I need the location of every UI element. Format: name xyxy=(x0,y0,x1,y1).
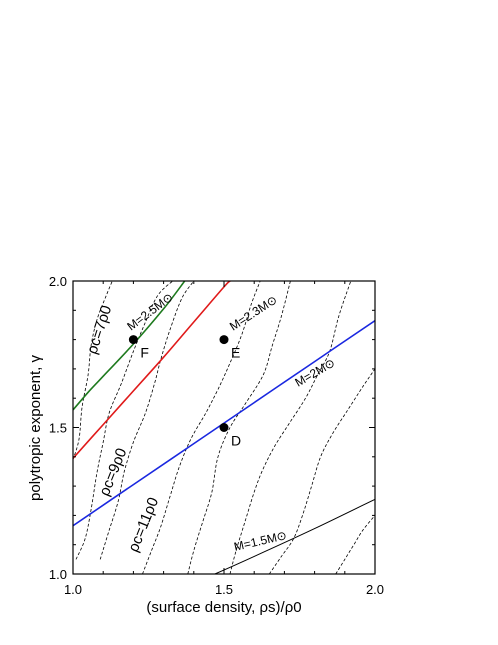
density-curve-6 xyxy=(268,368,375,574)
density-curve-2 xyxy=(99,281,195,560)
data-point-F xyxy=(128,335,138,345)
mass-curve-0 xyxy=(73,281,186,411)
x-axis-title: (surface density, ρs)/ρ0 xyxy=(146,599,301,616)
x-tick-label: 2.0 xyxy=(366,582,384,597)
x-tick-label: 1.0 xyxy=(64,582,82,597)
density-curve-4 xyxy=(187,281,291,574)
density-curve-1 xyxy=(75,281,173,560)
y-tick-label: 1.5 xyxy=(49,421,67,436)
point-label-F: F xyxy=(140,345,149,361)
point-label-E: E xyxy=(231,345,240,361)
axis-ticks: 1.0 1.5 2.0 1.0 1.5 2.0 xyxy=(49,274,384,597)
y-tick-label: 1.0 xyxy=(49,567,67,582)
y-tick-label: 2.0 xyxy=(49,274,67,289)
data-point-D xyxy=(219,423,229,432)
density-curves xyxy=(73,281,375,574)
data-point-E xyxy=(219,335,229,345)
density-curve-5 xyxy=(229,281,352,574)
point-label-D: D xyxy=(231,433,241,449)
density-curve-0 xyxy=(73,281,113,460)
data-points: F E D xyxy=(128,335,241,449)
y-axis-title: polytropic exponent, γ xyxy=(27,355,44,501)
density-curve-7 xyxy=(335,515,375,574)
curve-label-rho7: ρc=7ρ0 xyxy=(84,303,116,356)
mass-curve-3 xyxy=(214,498,375,574)
curve-label-rho11: ρc=11ρ0 xyxy=(125,495,162,554)
x-tick-label: 1.5 xyxy=(215,582,233,597)
curve-label-m25: M=2.5M⊙ xyxy=(124,290,175,334)
curve-label-m15: M=1.5M⊙ xyxy=(233,528,289,554)
